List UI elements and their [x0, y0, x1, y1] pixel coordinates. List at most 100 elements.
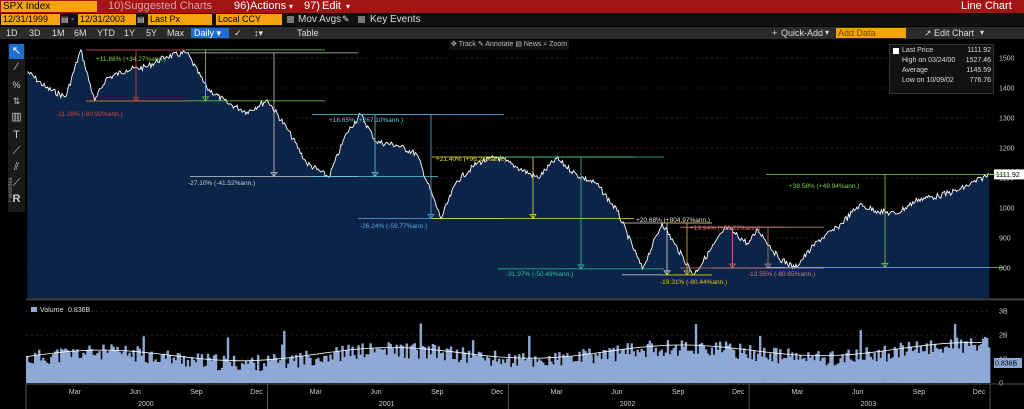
volume-bar [371, 348, 374, 383]
last-price-value: 1111.92 [967, 47, 991, 54]
price-y-tick-label: 1400 [999, 86, 1015, 93]
volume-bar [578, 351, 581, 383]
volume-bar [955, 337, 959, 383]
wave-tool-icon[interactable]: ⟋ [12, 177, 21, 189]
volume-bar [542, 362, 545, 383]
period-max[interactable]: Max [167, 28, 185, 38]
volume-bar [568, 356, 571, 383]
start-date-input[interactable]: 12/31/1999 [1, 14, 60, 25]
period-1d[interactable]: 1D [6, 28, 18, 38]
volume-bar [915, 341, 919, 383]
volume-bar [86, 349, 89, 383]
calendar-start-icon[interactable]: ▤ [61, 15, 69, 24]
news-button[interactable]: News [523, 41, 542, 48]
channel-tool-icon[interactable]: ⫽ [14, 161, 19, 173]
volume-bar [36, 355, 39, 383]
last-price-marker [994, 169, 1024, 180]
period-3d[interactable]: 3D [29, 28, 41, 38]
select-arrow-icon[interactable]: ↖ [9, 44, 24, 59]
volume-bar [957, 348, 961, 383]
chart-style-icon[interactable]: ✓ [234, 28, 242, 38]
volume-bar [327, 361, 330, 383]
volume-bar [722, 350, 726, 383]
quick-add-button[interactable]: Quick-Add [781, 28, 824, 38]
period-5y[interactable]: 5Y [146, 28, 158, 38]
volume-y-tick-label: 3B [999, 309, 1008, 316]
volume-bar [92, 354, 95, 383]
volume-bar [174, 360, 178, 383]
volume-bar [640, 349, 643, 383]
calendar-end-icon[interactable]: ▤ [137, 15, 145, 24]
volume-bar [297, 367, 300, 383]
line-tool-icon[interactable]: ∕ [15, 61, 18, 73]
volume-bar [518, 354, 521, 383]
volume-bar [44, 360, 47, 383]
volume-bar [853, 361, 856, 383]
currency-select[interactable]: Local CCY [216, 14, 282, 25]
key-events-checkbox[interactable] [358, 16, 365, 23]
track-button[interactable]: Track [458, 41, 476, 48]
edit-chart-button[interactable]: Edit Chart [934, 28, 975, 38]
ticker-field[interactable]: SPX Index [1, 1, 97, 12]
volume-bar [602, 350, 605, 383]
annotation-label: +21.40% (+96.24%ann.) [436, 156, 506, 163]
x-month-label: Jun [611, 389, 622, 396]
volume-bar [132, 350, 135, 383]
volume-bar [753, 350, 756, 383]
volume-bar [921, 351, 925, 383]
volume-bar [313, 365, 316, 383]
mov-avgs-checkbox[interactable] [287, 16, 294, 23]
volume-bar [409, 346, 413, 383]
volume-bar [491, 360, 495, 383]
volume-bar [931, 351, 935, 383]
pencil-icon[interactable]: ✎ [342, 14, 350, 24]
annotate-button[interactable]: Annotate [485, 41, 514, 48]
text-tool-icon[interactable]: T [13, 129, 20, 141]
annotation-arrow-icon [764, 263, 772, 269]
volume-bar [576, 361, 579, 383]
volume-bar [622, 348, 625, 383]
volume-bar [845, 352, 848, 383]
field-select[interactable]: Last Px [148, 14, 212, 25]
volume-bar [146, 363, 149, 383]
volume-bar [913, 349, 917, 383]
period-1y[interactable]: 1Y [124, 28, 136, 38]
volume-bar [642, 350, 646, 383]
volume-bar [781, 359, 784, 383]
actions-menu[interactable]: Actions [250, 0, 287, 12]
r-tool-icon[interactable]: R [12, 193, 21, 205]
volume-bar [236, 369, 240, 383]
suggested-charts-button[interactable]: Suggested Charts [124, 0, 213, 12]
period-1m[interactable]: 1M [52, 28, 65, 38]
edit-menu[interactable]: Edit [322, 0, 341, 12]
volume-bar [72, 349, 75, 383]
volume-bar [941, 352, 945, 383]
volume-bar [485, 356, 489, 383]
end-date-input[interactable]: 12/31/2003 [78, 14, 136, 25]
sort-icon[interactable]: ↕▾ [254, 28, 264, 38]
period-6m[interactable]: 6M [74, 28, 87, 38]
table-button[interactable]: Table [297, 28, 319, 38]
volume-bar [650, 343, 654, 383]
volume-bar [142, 336, 145, 383]
volume-bar [779, 349, 782, 383]
volume-bar [405, 343, 409, 383]
volume-bar [708, 355, 712, 383]
percent-change-icon[interactable]: ⇅ [12, 96, 21, 106]
volume-bar [341, 345, 344, 383]
annotation-label: +18.65% (+267.10%ann.) [329, 117, 403, 124]
price-y-tick-label: 1000 [999, 206, 1015, 213]
low-value: 776.76 [969, 77, 991, 84]
frequency-select[interactable]: Daily ▾ [191, 28, 229, 38]
add-data-input[interactable]: Add Data [836, 28, 906, 38]
volume-bar [612, 347, 615, 383]
period-ytd[interactable]: YTD [97, 28, 115, 38]
volume-bar [552, 364, 555, 383]
zoom-button[interactable]: Zoom [549, 41, 568, 48]
percent-tool-icon[interactable]: % [12, 80, 21, 90]
volume-bar [833, 365, 836, 383]
fib-tool-icon[interactable]: ▥ [11, 111, 22, 123]
volume-bar [387, 342, 390, 383]
pen-tool-icon[interactable]: ⟋ [12, 145, 21, 157]
